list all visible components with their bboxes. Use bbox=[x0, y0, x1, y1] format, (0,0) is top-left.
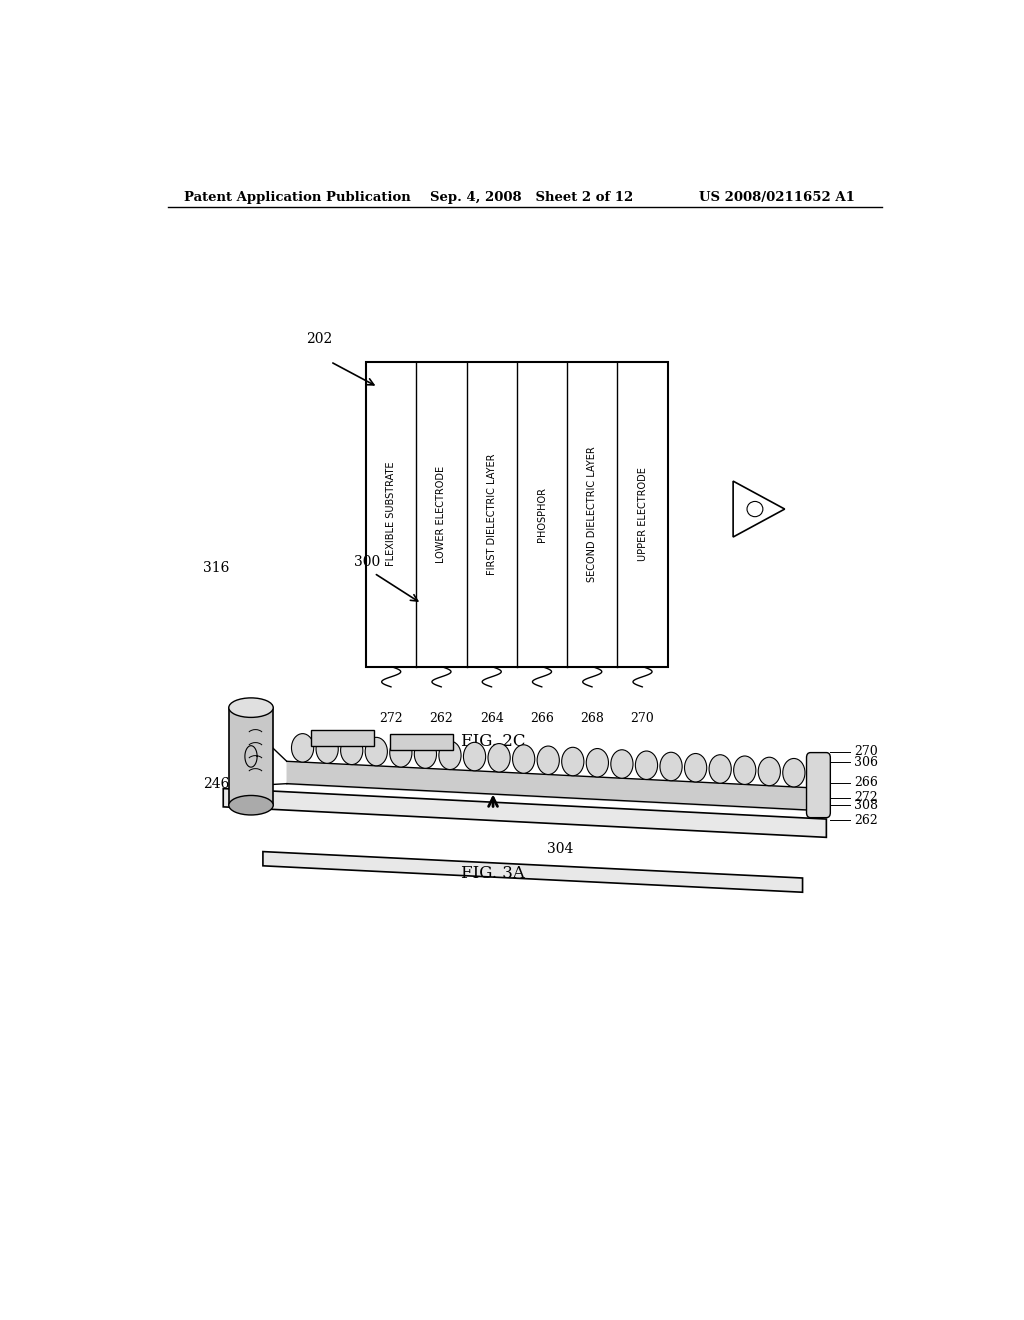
Ellipse shape bbox=[228, 796, 273, 814]
Bar bbox=[310, 730, 374, 746]
Text: 306: 306 bbox=[854, 755, 879, 768]
Text: 304: 304 bbox=[547, 842, 573, 857]
Text: FIG. 3A: FIG. 3A bbox=[461, 865, 525, 882]
Text: LOWER ELECTRODE: LOWER ELECTRODE bbox=[436, 466, 446, 562]
Circle shape bbox=[390, 739, 412, 767]
Circle shape bbox=[488, 743, 510, 772]
Text: SECOND DIELECTRIC LAYER: SECOND DIELECTRIC LAYER bbox=[587, 446, 597, 582]
Circle shape bbox=[684, 754, 707, 781]
Bar bbox=[228, 708, 273, 805]
Text: FIG. 2C: FIG. 2C bbox=[461, 733, 525, 750]
Text: 262: 262 bbox=[430, 713, 454, 725]
Circle shape bbox=[782, 759, 805, 787]
Text: 272: 272 bbox=[380, 713, 403, 725]
Circle shape bbox=[366, 738, 387, 766]
Text: 308: 308 bbox=[854, 799, 879, 812]
Text: 270: 270 bbox=[854, 746, 878, 759]
Text: 202: 202 bbox=[306, 333, 333, 346]
Circle shape bbox=[807, 760, 829, 788]
Circle shape bbox=[292, 734, 313, 762]
Ellipse shape bbox=[748, 502, 763, 516]
Circle shape bbox=[316, 735, 338, 763]
Circle shape bbox=[341, 737, 362, 764]
Text: 266: 266 bbox=[854, 776, 878, 789]
Circle shape bbox=[610, 750, 633, 779]
Text: Patent Application Publication: Patent Application Publication bbox=[183, 191, 411, 203]
Text: 246: 246 bbox=[204, 776, 229, 791]
Text: 272: 272 bbox=[854, 792, 878, 804]
Polygon shape bbox=[223, 788, 826, 837]
Text: UPPER ELECTRODE: UPPER ELECTRODE bbox=[638, 467, 647, 561]
Text: 270: 270 bbox=[631, 713, 654, 725]
FancyBboxPatch shape bbox=[807, 752, 830, 817]
Text: 300: 300 bbox=[354, 554, 381, 569]
Circle shape bbox=[513, 744, 535, 774]
Text: FIRST DIELECTRIC LAYER: FIRST DIELECTRIC LAYER bbox=[486, 453, 497, 576]
Text: 266: 266 bbox=[530, 713, 554, 725]
Text: 316: 316 bbox=[204, 561, 229, 576]
Polygon shape bbox=[263, 851, 803, 892]
Circle shape bbox=[758, 758, 780, 785]
Ellipse shape bbox=[228, 698, 273, 717]
Bar bbox=[390, 734, 454, 750]
Circle shape bbox=[635, 751, 657, 780]
Text: Sep. 4, 2008   Sheet 2 of 12: Sep. 4, 2008 Sheet 2 of 12 bbox=[430, 191, 633, 203]
Circle shape bbox=[538, 746, 559, 775]
Bar bbox=[367, 362, 668, 667]
Circle shape bbox=[415, 739, 436, 768]
Circle shape bbox=[562, 747, 584, 776]
Circle shape bbox=[464, 742, 485, 771]
Text: US 2008/0211652 A1: US 2008/0211652 A1 bbox=[699, 191, 855, 203]
Text: PHOSPHOR: PHOSPHOR bbox=[537, 487, 547, 541]
Circle shape bbox=[439, 741, 461, 770]
Text: 262: 262 bbox=[854, 814, 878, 826]
Circle shape bbox=[659, 752, 682, 780]
Circle shape bbox=[733, 756, 756, 784]
Text: 268: 268 bbox=[581, 713, 604, 725]
Circle shape bbox=[587, 748, 608, 777]
Text: 264: 264 bbox=[480, 713, 504, 725]
Text: FLEXIBLE SUBSTRATE: FLEXIBLE SUBSTRATE bbox=[386, 462, 396, 566]
Circle shape bbox=[709, 755, 731, 783]
